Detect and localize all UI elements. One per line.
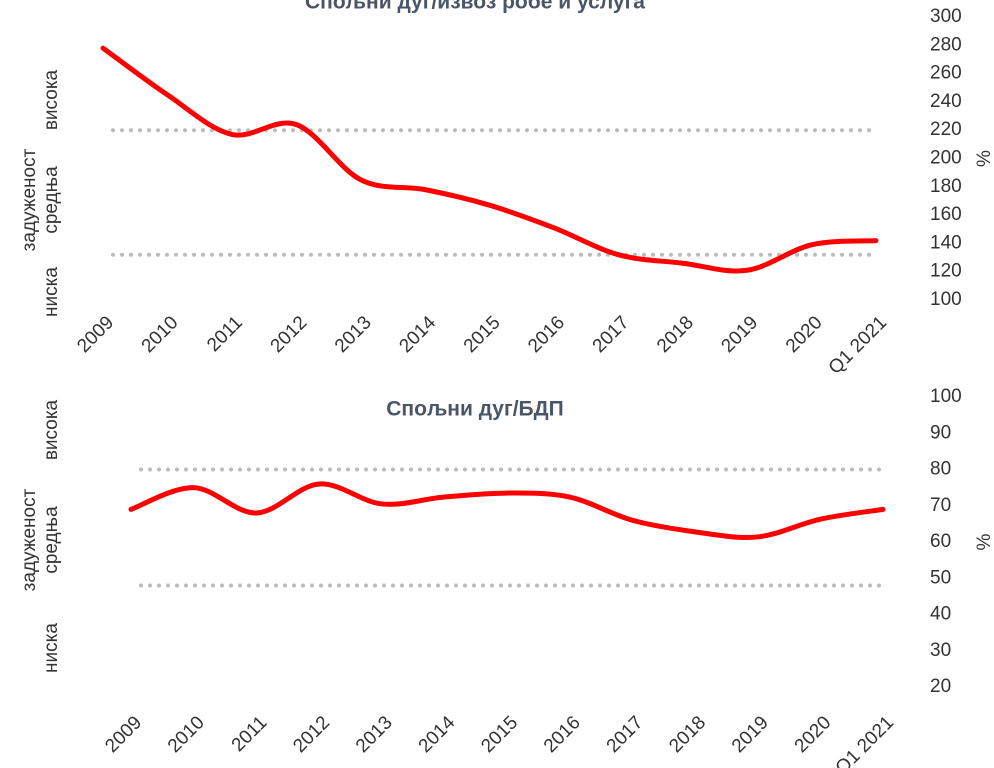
y-tick-label: 280 bbox=[930, 34, 962, 55]
x-tick-label: 2009 bbox=[101, 712, 146, 757]
y-tick-label: 200 bbox=[930, 148, 962, 169]
y-tick-label: 300 bbox=[930, 6, 962, 27]
zone-title: задуженост bbox=[19, 148, 40, 251]
y-tick-label: 140 bbox=[930, 232, 962, 253]
y-tick-label: 60 bbox=[930, 531, 951, 552]
y-tick-label: 180 bbox=[930, 176, 962, 197]
y-tick-label: 100 bbox=[930, 386, 962, 407]
zone-label: висока bbox=[41, 399, 62, 460]
x-tick-label: 2010 bbox=[164, 712, 209, 757]
y-tick-label: 70 bbox=[930, 495, 951, 516]
y-tick-label: 90 bbox=[930, 422, 951, 443]
x-tick-label: 2012 bbox=[289, 712, 334, 757]
y-axis-label: % bbox=[974, 533, 994, 550]
x-tick-label: 2018 bbox=[665, 712, 710, 757]
y-axis-label: % bbox=[974, 150, 994, 167]
x-tick-label: 2015 bbox=[477, 712, 522, 757]
y-tick-label: 50 bbox=[930, 567, 951, 588]
x-tick-label: 2013 bbox=[331, 312, 376, 357]
x-tick-label: 2016 bbox=[540, 712, 585, 757]
x-tick-label: 2013 bbox=[352, 712, 397, 757]
chart-title: Спољни дуг/извоз робе и услуга bbox=[305, 0, 645, 14]
zone-label: средња bbox=[41, 166, 62, 234]
x-tick-label: 2017 bbox=[603, 712, 648, 757]
x-tick-label: 2009 bbox=[73, 312, 118, 357]
series-line bbox=[100, 45, 879, 274]
x-tick-label: 2017 bbox=[589, 312, 634, 357]
x-tick-label: 2018 bbox=[653, 312, 698, 357]
y-tick-label: 30 bbox=[930, 640, 951, 661]
x-tick-label: 2012 bbox=[267, 312, 312, 357]
chart-title: Спољни дуг/БДП bbox=[386, 398, 563, 421]
x-tick-label: 2014 bbox=[395, 312, 440, 357]
x-tick-label: 2019 bbox=[718, 312, 763, 357]
y-tick-label: 240 bbox=[930, 91, 962, 112]
y-tick-label: 160 bbox=[930, 204, 962, 225]
y-tick-label: 100 bbox=[930, 289, 962, 310]
x-tick-label: Q1 2021 bbox=[825, 312, 891, 378]
y-tick-label: 40 bbox=[930, 604, 951, 625]
x-tick-label: 2019 bbox=[728, 712, 773, 757]
x-tick-label: 2016 bbox=[524, 312, 569, 357]
x-tick-label: Q1 2021 bbox=[832, 712, 898, 768]
zone-label: ниска bbox=[41, 267, 62, 317]
x-tick-label: 2020 bbox=[782, 312, 827, 357]
x-tick-label: 2015 bbox=[460, 312, 505, 357]
y-tick-label: 260 bbox=[930, 63, 962, 84]
x-tick-label: 2020 bbox=[791, 712, 836, 757]
zone-label: средња bbox=[41, 506, 62, 574]
series-line bbox=[128, 481, 886, 540]
y-tick-label: 220 bbox=[930, 119, 962, 140]
x-tick-label: 2011 bbox=[203, 312, 247, 356]
y-tick-label: 20 bbox=[930, 676, 951, 697]
y-tick-label: 120 bbox=[930, 261, 962, 282]
x-tick-label: 2011 bbox=[228, 712, 272, 756]
zone-title: задуженост bbox=[19, 488, 40, 591]
x-tick-label: 2014 bbox=[415, 712, 460, 757]
y-tick-label: 80 bbox=[930, 459, 951, 480]
zone-label: ниска bbox=[41, 623, 62, 673]
zone-label: висока bbox=[41, 69, 62, 130]
x-tick-label: 2010 bbox=[138, 312, 183, 357]
